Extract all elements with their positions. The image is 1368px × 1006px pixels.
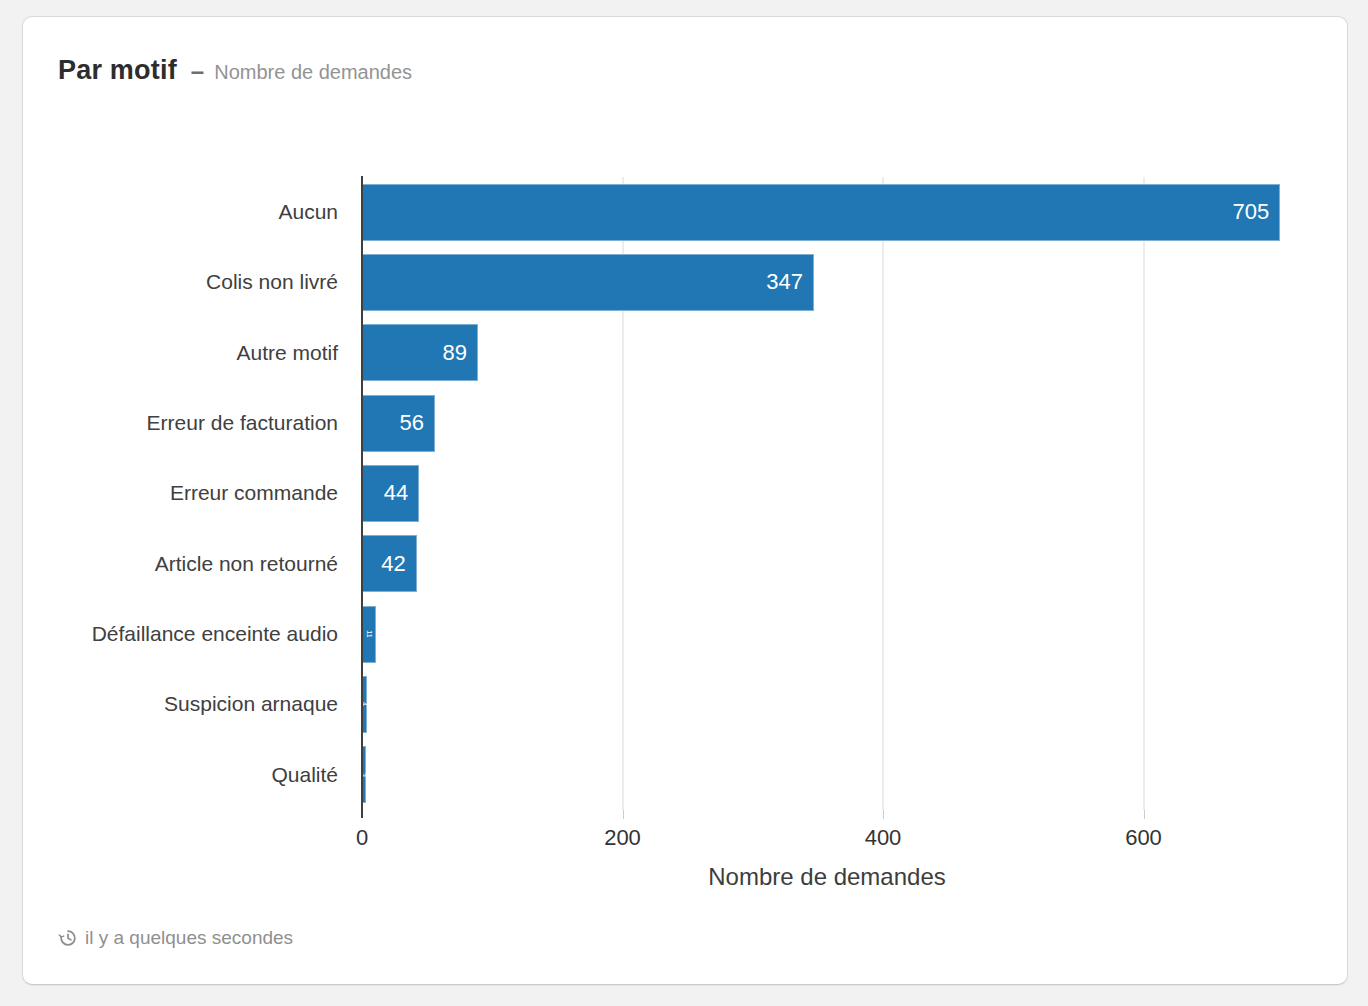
category-label: Qualité <box>23 740 350 810</box>
bar[interactable]: 347 <box>362 254 814 311</box>
chart-card: Par motif – Nombre de demandes AucunColi… <box>22 16 1348 985</box>
title-separator: – <box>191 57 204 85</box>
bar-row: 89 <box>362 318 1292 388</box>
bar-row: 705 <box>362 177 1292 247</box>
x-tick-mark <box>1144 810 1145 819</box>
bar-row: 3 <box>362 740 1292 810</box>
bar-row: 42 <box>362 529 1292 599</box>
bar[interactable]: 705 <box>362 184 1280 241</box>
bar-chart: AucunColis non livréAutre motifErreur de… <box>23 177 1347 877</box>
bar[interactable]: 56 <box>362 395 435 452</box>
x-tick-label: 600 <box>1125 825 1162 851</box>
bar[interactable]: 42 <box>362 535 417 592</box>
category-label: Défaillance enceinte audio <box>23 599 350 669</box>
x-tick-mark <box>883 810 884 819</box>
category-label: Aucun <box>23 177 350 247</box>
bar[interactable]: 89 <box>362 324 478 381</box>
category-label: Autre motif <box>23 318 350 388</box>
bar-value-label: 56 <box>399 412 433 434</box>
bar-value-label: 89 <box>442 342 476 364</box>
card-header: Par motif – Nombre de demandes <box>58 55 412 86</box>
category-label: Article non retourné <box>23 529 350 599</box>
bar-row: 11 <box>362 599 1292 669</box>
x-axis-title: Nombre de demandes <box>708 863 945 891</box>
bar[interactable]: 11 <box>362 606 376 663</box>
category-label: Erreur de facturation <box>23 388 350 458</box>
bar-value-label: 42 <box>381 553 415 575</box>
x-tick-label: 0 <box>356 825 368 851</box>
bar-row: 4 <box>362 669 1292 739</box>
last-updated-text: il y a quelques secondes <box>85 927 293 949</box>
x-tick-label: 200 <box>604 825 641 851</box>
x-tick-mark <box>623 810 624 819</box>
y-axis-line <box>361 176 363 818</box>
history-clock-icon <box>58 928 78 948</box>
bar-value-label: 11 <box>366 631 373 638</box>
plot-area: 705347895644421143 0200400600 Nombre de … <box>362 177 1292 810</box>
category-label: Erreur commande <box>23 458 350 528</box>
bar-row: 347 <box>362 247 1292 317</box>
last-updated: il y a quelques secondes <box>58 927 293 949</box>
card-title: Par motif <box>58 55 177 86</box>
category-label: Suspicion arnaque <box>23 669 350 739</box>
bar-value-label: 705 <box>1233 201 1280 223</box>
bar-value-label: 44 <box>384 482 418 504</box>
category-axis: AucunColis non livréAutre motifErreur de… <box>23 177 350 810</box>
card-subtitle: Nombre de demandes <box>214 61 412 84</box>
bar-value-label: 347 <box>766 271 813 293</box>
bar-row: 44 <box>362 458 1292 528</box>
bar-row: 56 <box>362 388 1292 458</box>
category-label: Colis non livré <box>23 247 350 317</box>
x-tick-label: 400 <box>865 825 902 851</box>
bar[interactable]: 44 <box>362 465 419 522</box>
